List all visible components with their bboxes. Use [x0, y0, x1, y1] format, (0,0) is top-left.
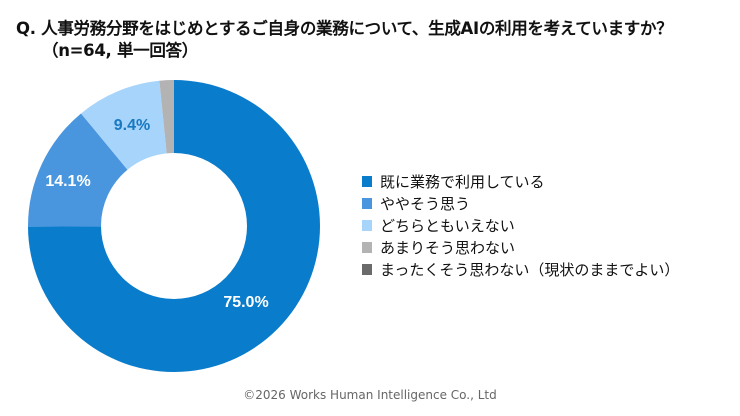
legend-swatch: [362, 263, 372, 275]
legend-swatch: [362, 176, 372, 188]
legend-swatch: [362, 219, 372, 231]
chart-legend: 既に業務で利用している ややそう思う どちらともいえない あまりそう思わない ま…: [362, 171, 679, 280]
legend-swatch: [362, 241, 372, 253]
legend-label: 既に業務で利用している: [380, 173, 545, 192]
legend-item-somewhat-agree: ややそう思う: [362, 193, 679, 215]
legend-label: あまりそう思わない: [380, 238, 516, 257]
chart-title-sample: （n=64, 単一回答）: [42, 41, 198, 60]
slice-label-neutral: 9.4%: [113, 117, 151, 134]
slice-label-already-using: 75.0%: [223, 294, 269, 311]
chart-title: Q. 人事労務分野をはじめとするご自身の業務について、生成AIの利用を考えていま…: [16, 18, 673, 62]
donut-slice: [28, 113, 128, 227]
legend-item-somewhat-disagree: あまりそう思わない: [362, 236, 679, 258]
donut-slice: [159, 80, 174, 154]
copyright-footer: ©2026 Works Human Intelligence Co., Ltd: [243, 388, 497, 402]
legend-item-already-using: 既に業務で利用している: [362, 171, 679, 193]
legend-swatch: [362, 198, 372, 210]
legend-label: ややそう思う: [380, 195, 471, 214]
chart-title-question: Q. 人事労務分野をはじめとするご自身の業務について、生成AIの利用を考えていま…: [16, 19, 673, 38]
legend-label: どちらともいえない: [380, 216, 515, 235]
slice-label-somewhat-agree: 14.1%: [45, 173, 91, 190]
legend-item-strongly-disagree: まったくそう思わない（現状のままでよい）: [362, 258, 679, 280]
legend-item-neutral: どちらともいえない: [362, 215, 679, 237]
donut-slice: [81, 80, 167, 170]
legend-label: まったくそう思わない（現状のままでよい）: [380, 260, 680, 279]
donut-slice: [28, 80, 320, 372]
